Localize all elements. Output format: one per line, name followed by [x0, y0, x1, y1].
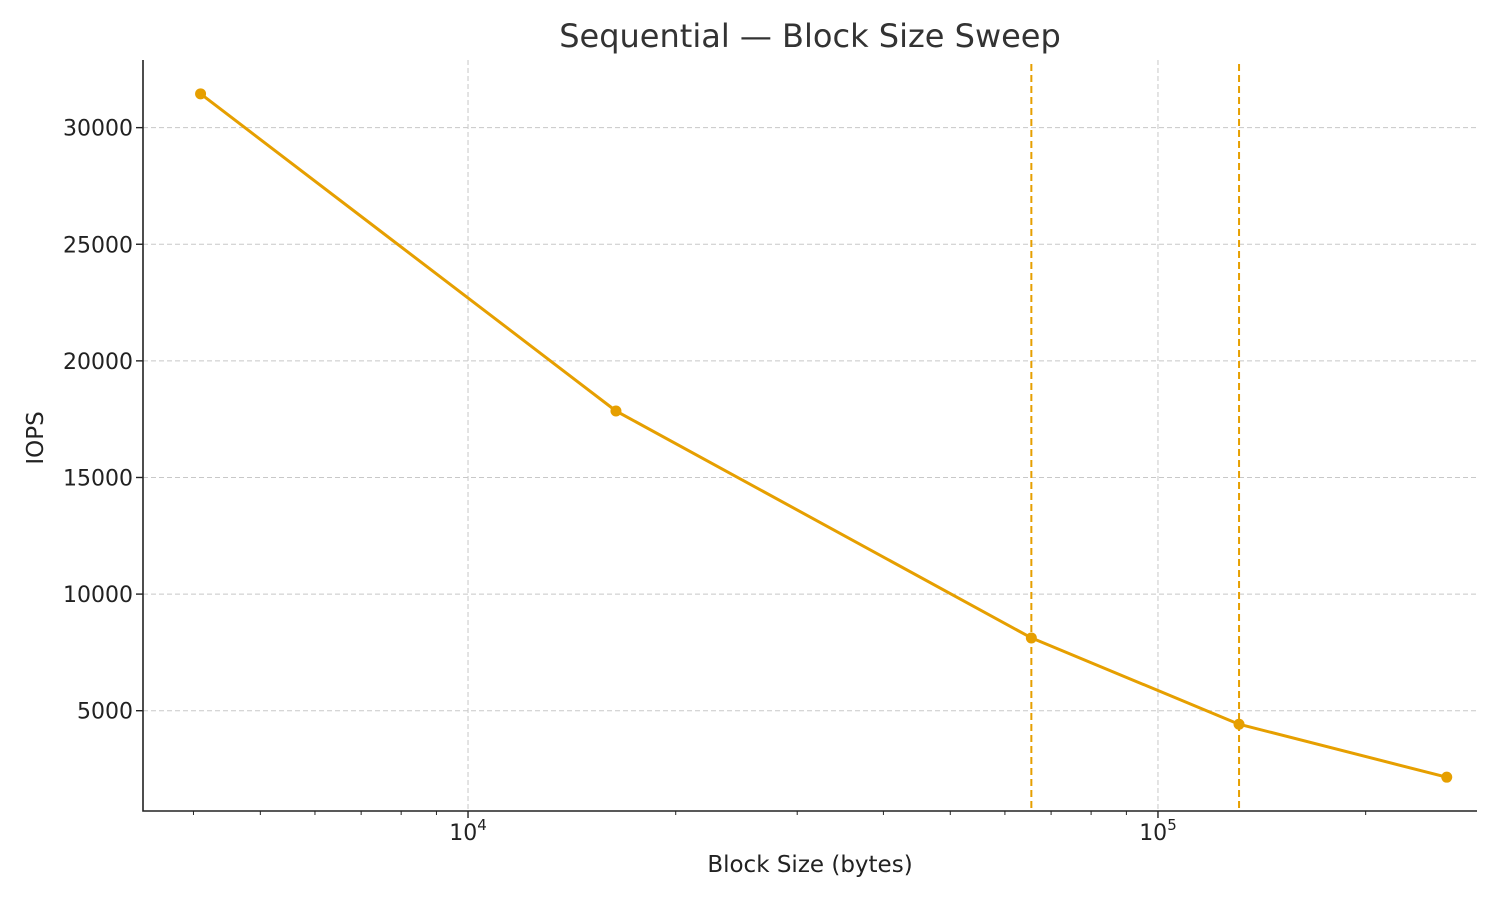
data-point [195, 88, 207, 100]
x-tick-label: 105 [1139, 816, 1177, 846]
grid [143, 60, 1477, 811]
x-axis-label: Block Size (bytes) [707, 852, 912, 878]
series [195, 88, 1453, 783]
data-point [1025, 632, 1037, 644]
series-line [199, 92, 1448, 779]
axis-spines [142, 60, 1477, 812]
chart-title: Sequential — Block Size Sweep [559, 17, 1061, 55]
y-tick-label: 20000 [63, 350, 133, 375]
y-axis-label: IOPS [23, 411, 49, 464]
y-axis-ticks: 5000 10000 15000 20000 25000 30000 [63, 117, 143, 725]
y-tick-label: 15000 [63, 466, 133, 491]
y-tick-label: 10000 [63, 583, 133, 608]
data-point [610, 405, 622, 417]
reference-lines [1030, 64, 1241, 811]
y-tick-label: 25000 [63, 233, 133, 258]
y-tick-label: 30000 [63, 117, 133, 142]
x-axis-ticks: 104 105 [192, 811, 1367, 846]
data-point [1441, 771, 1453, 783]
axes [142, 60, 1477, 812]
y-tick-label: 5000 [77, 700, 133, 725]
x-tick-label: 104 [449, 816, 487, 846]
data-point [1233, 718, 1245, 730]
